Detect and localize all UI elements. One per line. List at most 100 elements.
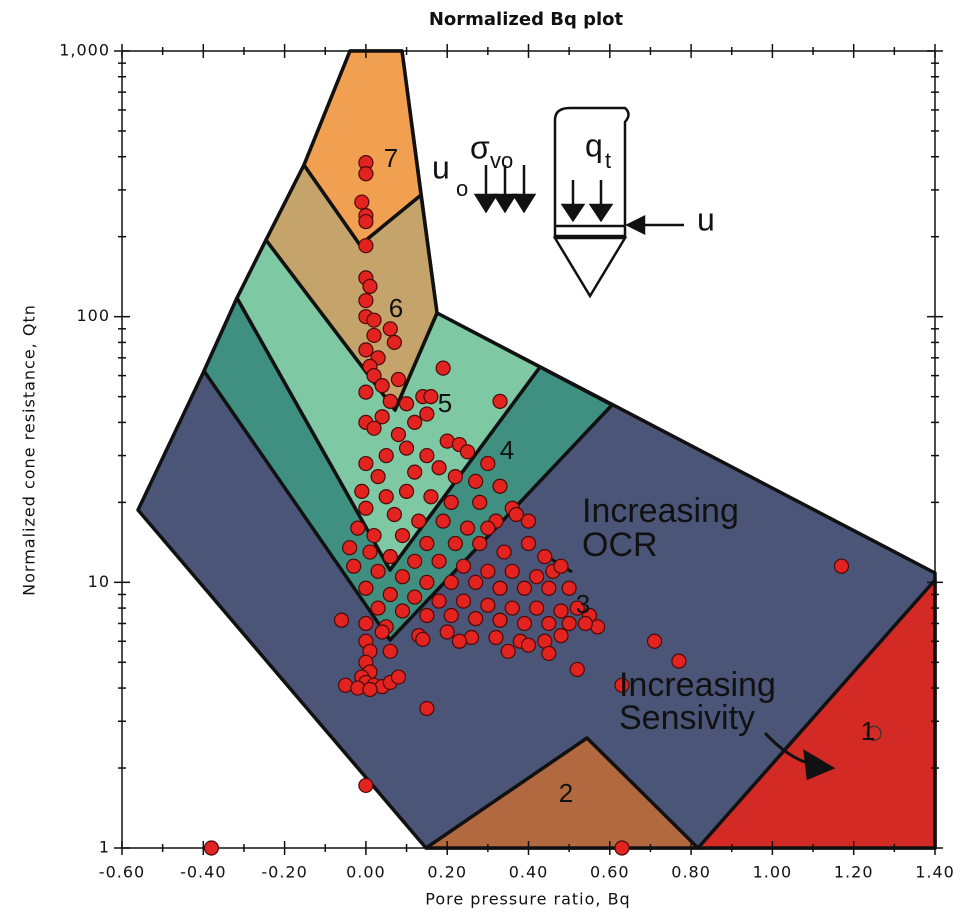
point bbox=[370, 600, 386, 616]
point bbox=[354, 483, 370, 499]
point bbox=[415, 631, 431, 647]
svo-arrow-head bbox=[511, 193, 537, 214]
point bbox=[342, 540, 358, 556]
point bbox=[468, 473, 484, 489]
point bbox=[407, 414, 423, 430]
point bbox=[390, 371, 407, 388]
point bbox=[419, 535, 435, 552]
point bbox=[561, 580, 577, 596]
point bbox=[472, 494, 488, 510]
sensitivity-note: Increasing bbox=[619, 666, 776, 704]
probe-label: u bbox=[697, 201, 715, 237]
point bbox=[423, 389, 439, 405]
point bbox=[468, 611, 484, 627]
point bbox=[480, 455, 496, 472]
point bbox=[378, 489, 394, 505]
point bbox=[553, 603, 569, 619]
point bbox=[833, 558, 850, 574]
point bbox=[541, 580, 557, 596]
point bbox=[529, 600, 545, 616]
point bbox=[374, 378, 390, 394]
point bbox=[362, 544, 378, 560]
point bbox=[346, 558, 362, 574]
point bbox=[419, 700, 435, 717]
point bbox=[378, 447, 394, 464]
point bbox=[541, 645, 557, 662]
point bbox=[398, 396, 415, 412]
point bbox=[520, 513, 537, 529]
point bbox=[419, 447, 435, 464]
point bbox=[447, 469, 463, 485]
x-tick-label: 0.80 bbox=[671, 863, 711, 882]
point bbox=[492, 393, 508, 409]
point bbox=[366, 527, 382, 544]
point bbox=[333, 612, 350, 628]
point bbox=[407, 553, 423, 569]
x-tick-label: 0.00 bbox=[346, 863, 386, 882]
svo-arrow-head bbox=[492, 193, 518, 214]
point bbox=[398, 440, 415, 456]
x-axis-label: Pore pressure ratio, Bq bbox=[425, 890, 630, 909]
point bbox=[366, 420, 382, 436]
point bbox=[370, 469, 386, 485]
svo-arrow-head bbox=[473, 193, 499, 214]
point bbox=[394, 569, 411, 585]
x-tick-label: -0.40 bbox=[180, 863, 226, 882]
point bbox=[374, 624, 390, 640]
point bbox=[407, 589, 423, 605]
chart-title: Normalized Bq plot bbox=[429, 9, 624, 30]
point bbox=[508, 506, 524, 523]
point bbox=[358, 166, 374, 182]
point bbox=[419, 607, 435, 624]
zone-label: 6 bbox=[389, 293, 403, 323]
zone-label: 5 bbox=[438, 388, 452, 418]
point bbox=[516, 615, 533, 632]
point bbox=[203, 840, 220, 856]
point bbox=[362, 278, 378, 294]
point bbox=[480, 520, 496, 536]
point bbox=[350, 520, 366, 536]
point bbox=[541, 615, 557, 632]
zone-7 bbox=[302, 49, 423, 247]
point bbox=[358, 213, 374, 230]
probe-label: t bbox=[605, 148, 611, 173]
point bbox=[443, 607, 459, 624]
point bbox=[358, 342, 374, 358]
qt-arrow-head bbox=[560, 203, 586, 223]
point bbox=[561, 615, 577, 632]
probe-cone bbox=[552, 236, 628, 299]
hollow-point bbox=[866, 725, 882, 742]
point bbox=[520, 535, 537, 552]
y-tick-label: 1,000 bbox=[59, 41, 110, 60]
point bbox=[358, 777, 374, 794]
probe-label: o bbox=[456, 176, 468, 201]
point bbox=[366, 368, 382, 384]
point bbox=[358, 384, 374, 400]
point bbox=[358, 238, 374, 254]
x-tick-label: -0.20 bbox=[261, 863, 307, 882]
point bbox=[496, 544, 512, 560]
point bbox=[520, 637, 537, 653]
point bbox=[394, 603, 411, 619]
point bbox=[459, 520, 476, 536]
zone-label: 1 bbox=[861, 716, 875, 746]
point bbox=[500, 643, 516, 659]
points bbox=[203, 155, 882, 856]
point bbox=[553, 628, 569, 644]
y-tick-label: 10 bbox=[88, 572, 110, 591]
point bbox=[358, 455, 374, 472]
point bbox=[382, 643, 398, 659]
point bbox=[480, 563, 496, 579]
point bbox=[431, 593, 447, 609]
probe-label: q bbox=[585, 127, 603, 163]
ocr-note: OCR bbox=[582, 526, 658, 564]
zone-label: 7 bbox=[384, 143, 398, 173]
point bbox=[468, 574, 484, 590]
probe-diagram bbox=[473, 106, 684, 299]
point bbox=[459, 444, 476, 460]
point bbox=[439, 624, 455, 640]
point bbox=[390, 669, 407, 685]
ocr-note: Increasing bbox=[582, 492, 739, 530]
qt-arrow-head bbox=[588, 203, 614, 223]
soil-zones bbox=[136, 49, 937, 850]
